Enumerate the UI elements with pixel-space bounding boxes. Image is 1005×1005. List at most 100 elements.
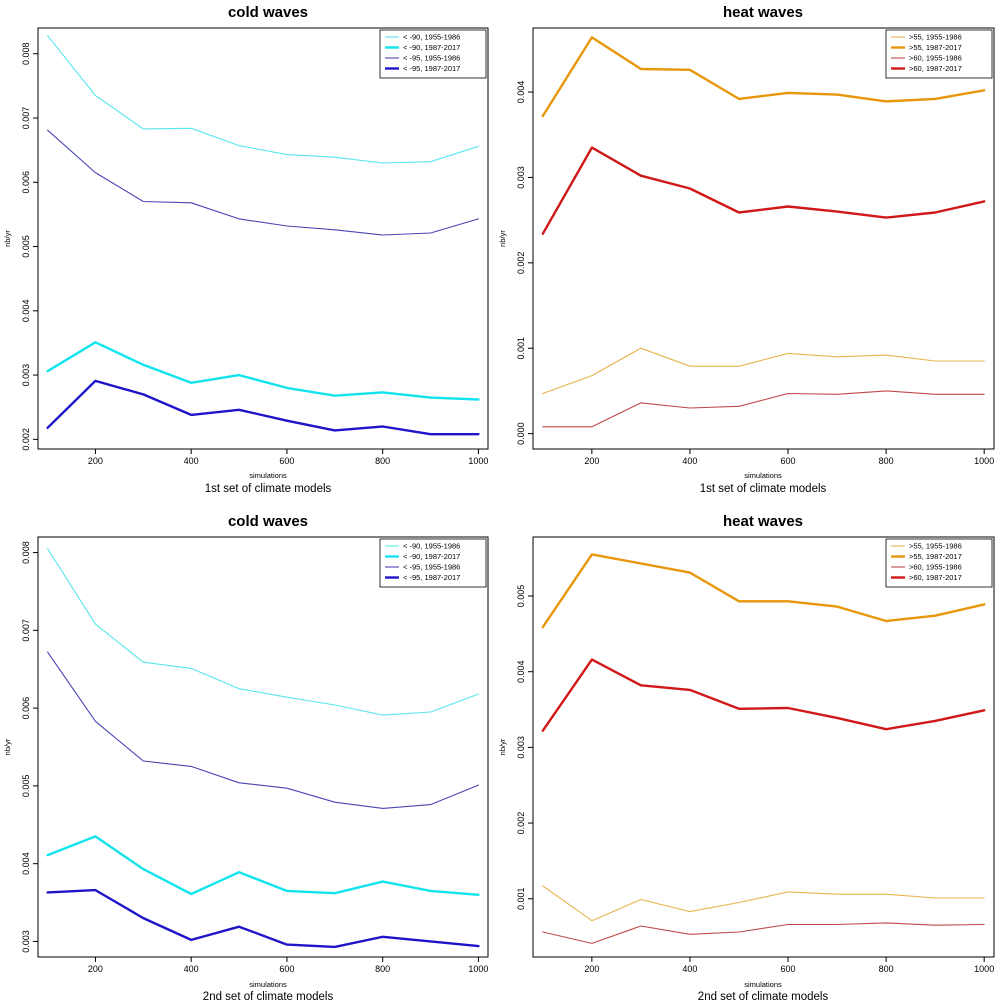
legend-label: >60, 1955-1986: [909, 563, 962, 572]
chart-title: cold waves: [228, 4, 308, 21]
legend: < -90, 1955-1986< -90, 1987-2017 < -95, 1…: [379, 29, 487, 79]
y-tick-label: 0.001: [516, 337, 526, 360]
x-tick-label: 400: [184, 964, 199, 974]
y-tick-label: 0.005: [21, 775, 31, 798]
y-tick-label: 0.002: [516, 252, 526, 275]
x-axis-label: simulations: [744, 980, 782, 989]
x-axis-subtitle: 2nd set of climate models: [698, 991, 829, 1003]
y-tick-label: 0.001: [516, 887, 526, 910]
x-tick-label: 600: [279, 964, 294, 974]
x-tick-label: 400: [682, 964, 697, 974]
series-line: [46, 379, 480, 436]
series-line: [542, 885, 985, 922]
series-line: [541, 146, 986, 236]
legend-label: < -90, 1987-2017: [403, 552, 460, 561]
plot-frame: [532, 536, 995, 958]
series-line: [47, 651, 479, 809]
y-tick-label: 0.003: [21, 930, 31, 953]
series-line: [47, 129, 479, 236]
y-tick-label: 0.003: [21, 364, 31, 387]
legend-label: < -95, 1955-1986: [403, 563, 460, 572]
y-tick-label: 0.005: [21, 235, 31, 258]
x-tick-label: 600: [781, 964, 796, 974]
y-tick-label: 0.004: [21, 852, 31, 875]
legend-label: >55, 1955-1986: [909, 542, 962, 551]
series-line: [541, 36, 986, 118]
legend-label: >55, 1987-2017: [909, 43, 962, 52]
legend-label: >60, 1987-2017: [909, 64, 962, 73]
x-tick-label: 200: [88, 964, 103, 974]
y-tick-label: 0.007: [21, 107, 31, 130]
series-line: [46, 835, 480, 896]
y-tick-label: 0.006: [21, 171, 31, 194]
y-axis-label: nb/yr: [498, 230, 507, 247]
x-axis-subtitle: 1st set of climate models: [205, 483, 332, 495]
legend: < -90, 1955-1986< -90, 1987-2017 < -95, 1…: [379, 538, 487, 588]
legend-box: [885, 538, 993, 588]
legend-label: < -90, 1955-1986: [403, 542, 460, 551]
x-axis-subtitle: 2nd set of climate models: [203, 991, 334, 1003]
x-tick-label: 200: [584, 456, 599, 466]
chart-title: heat waves: [723, 4, 803, 21]
y-tick-label: 0.002: [21, 428, 31, 451]
y-axis-label: nb/yr: [498, 738, 507, 755]
x-tick-label: 1000: [468, 456, 488, 466]
series-line: [46, 341, 480, 401]
x-axis-label: simulations: [249, 471, 287, 480]
x-tick-label: 1000: [468, 964, 488, 974]
x-tick-label: 600: [279, 456, 294, 466]
x-tick-label: 800: [375, 964, 390, 974]
series-line: [542, 922, 985, 944]
x-axis-label: simulations: [249, 980, 287, 989]
series-line: [541, 658, 986, 732]
series-line: [46, 888, 480, 949]
y-tick-label: 0.004: [516, 81, 526, 104]
y-tick-label: 0.000: [516, 422, 526, 445]
chart-panel: heat waves 200 400 600 800 1000 simulations 2nd…: [498, 513, 995, 1003]
x-tick-label: 200: [584, 964, 599, 974]
y-tick-label: 0.003: [516, 736, 526, 759]
series-line: [542, 390, 985, 428]
series-line: [541, 553, 986, 629]
x-tick-label: 1000: [974, 964, 994, 974]
x-tick-label: 400: [184, 456, 199, 466]
plot-frame: [37, 536, 489, 958]
legend-box: [885, 29, 993, 79]
legend-label: >60, 1955-1986: [909, 54, 962, 63]
series-line: [542, 347, 985, 395]
legend-label: >55, 1955-1986: [909, 33, 962, 42]
x-axis-subtitle: 1st set of climate models: [700, 483, 827, 495]
y-tick-label: 0.002: [516, 812, 526, 835]
y-tick-label: 0.008: [21, 541, 31, 564]
legend-label: < -95, 1987-2017: [403, 573, 460, 582]
x-tick-label: 1000: [974, 456, 994, 466]
y-tick-label: 0.008: [21, 42, 31, 65]
y-tick-label: 0.007: [21, 619, 31, 642]
legend-box: [379, 29, 487, 79]
legend-label: < -90, 1955-1986: [403, 33, 460, 42]
chart-panel: heat waves 200 400 600 800 1000 simulations 1st…: [498, 4, 995, 495]
legend-box: [379, 538, 487, 588]
chart-panel: cold waves 200 400 600 800 1000 simulations 1st…: [3, 4, 489, 495]
y-axis-label: nb/yr: [3, 738, 12, 755]
x-tick-label: 800: [879, 456, 894, 466]
series-line: [47, 548, 479, 716]
legend: >55, 1955-1986>55, 1987-2017 >60, 1955-19…: [885, 29, 993, 79]
y-tick-label: 0.003: [516, 166, 526, 189]
x-tick-label: 800: [879, 964, 894, 974]
x-tick-label: 200: [88, 456, 103, 466]
y-tick-label: 0.006: [21, 697, 31, 720]
legend: >55, 1955-1986>55, 1987-2017 >60, 1955-19…: [885, 538, 993, 588]
legend-label: < -95, 1955-1986: [403, 54, 460, 63]
x-tick-label: 800: [375, 456, 390, 466]
series-line: [47, 35, 479, 164]
chart-title: heat waves: [723, 513, 803, 530]
x-tick-label: 600: [781, 456, 796, 466]
y-tick-label: 0.004: [516, 660, 526, 683]
legend-label: >60, 1987-2017: [909, 573, 962, 582]
legend-label: < -90, 1987-2017: [403, 43, 460, 52]
x-axis-label: simulations: [744, 471, 782, 480]
y-axis-label: nb/yr: [3, 230, 12, 247]
plot-frame: [532, 27, 995, 450]
